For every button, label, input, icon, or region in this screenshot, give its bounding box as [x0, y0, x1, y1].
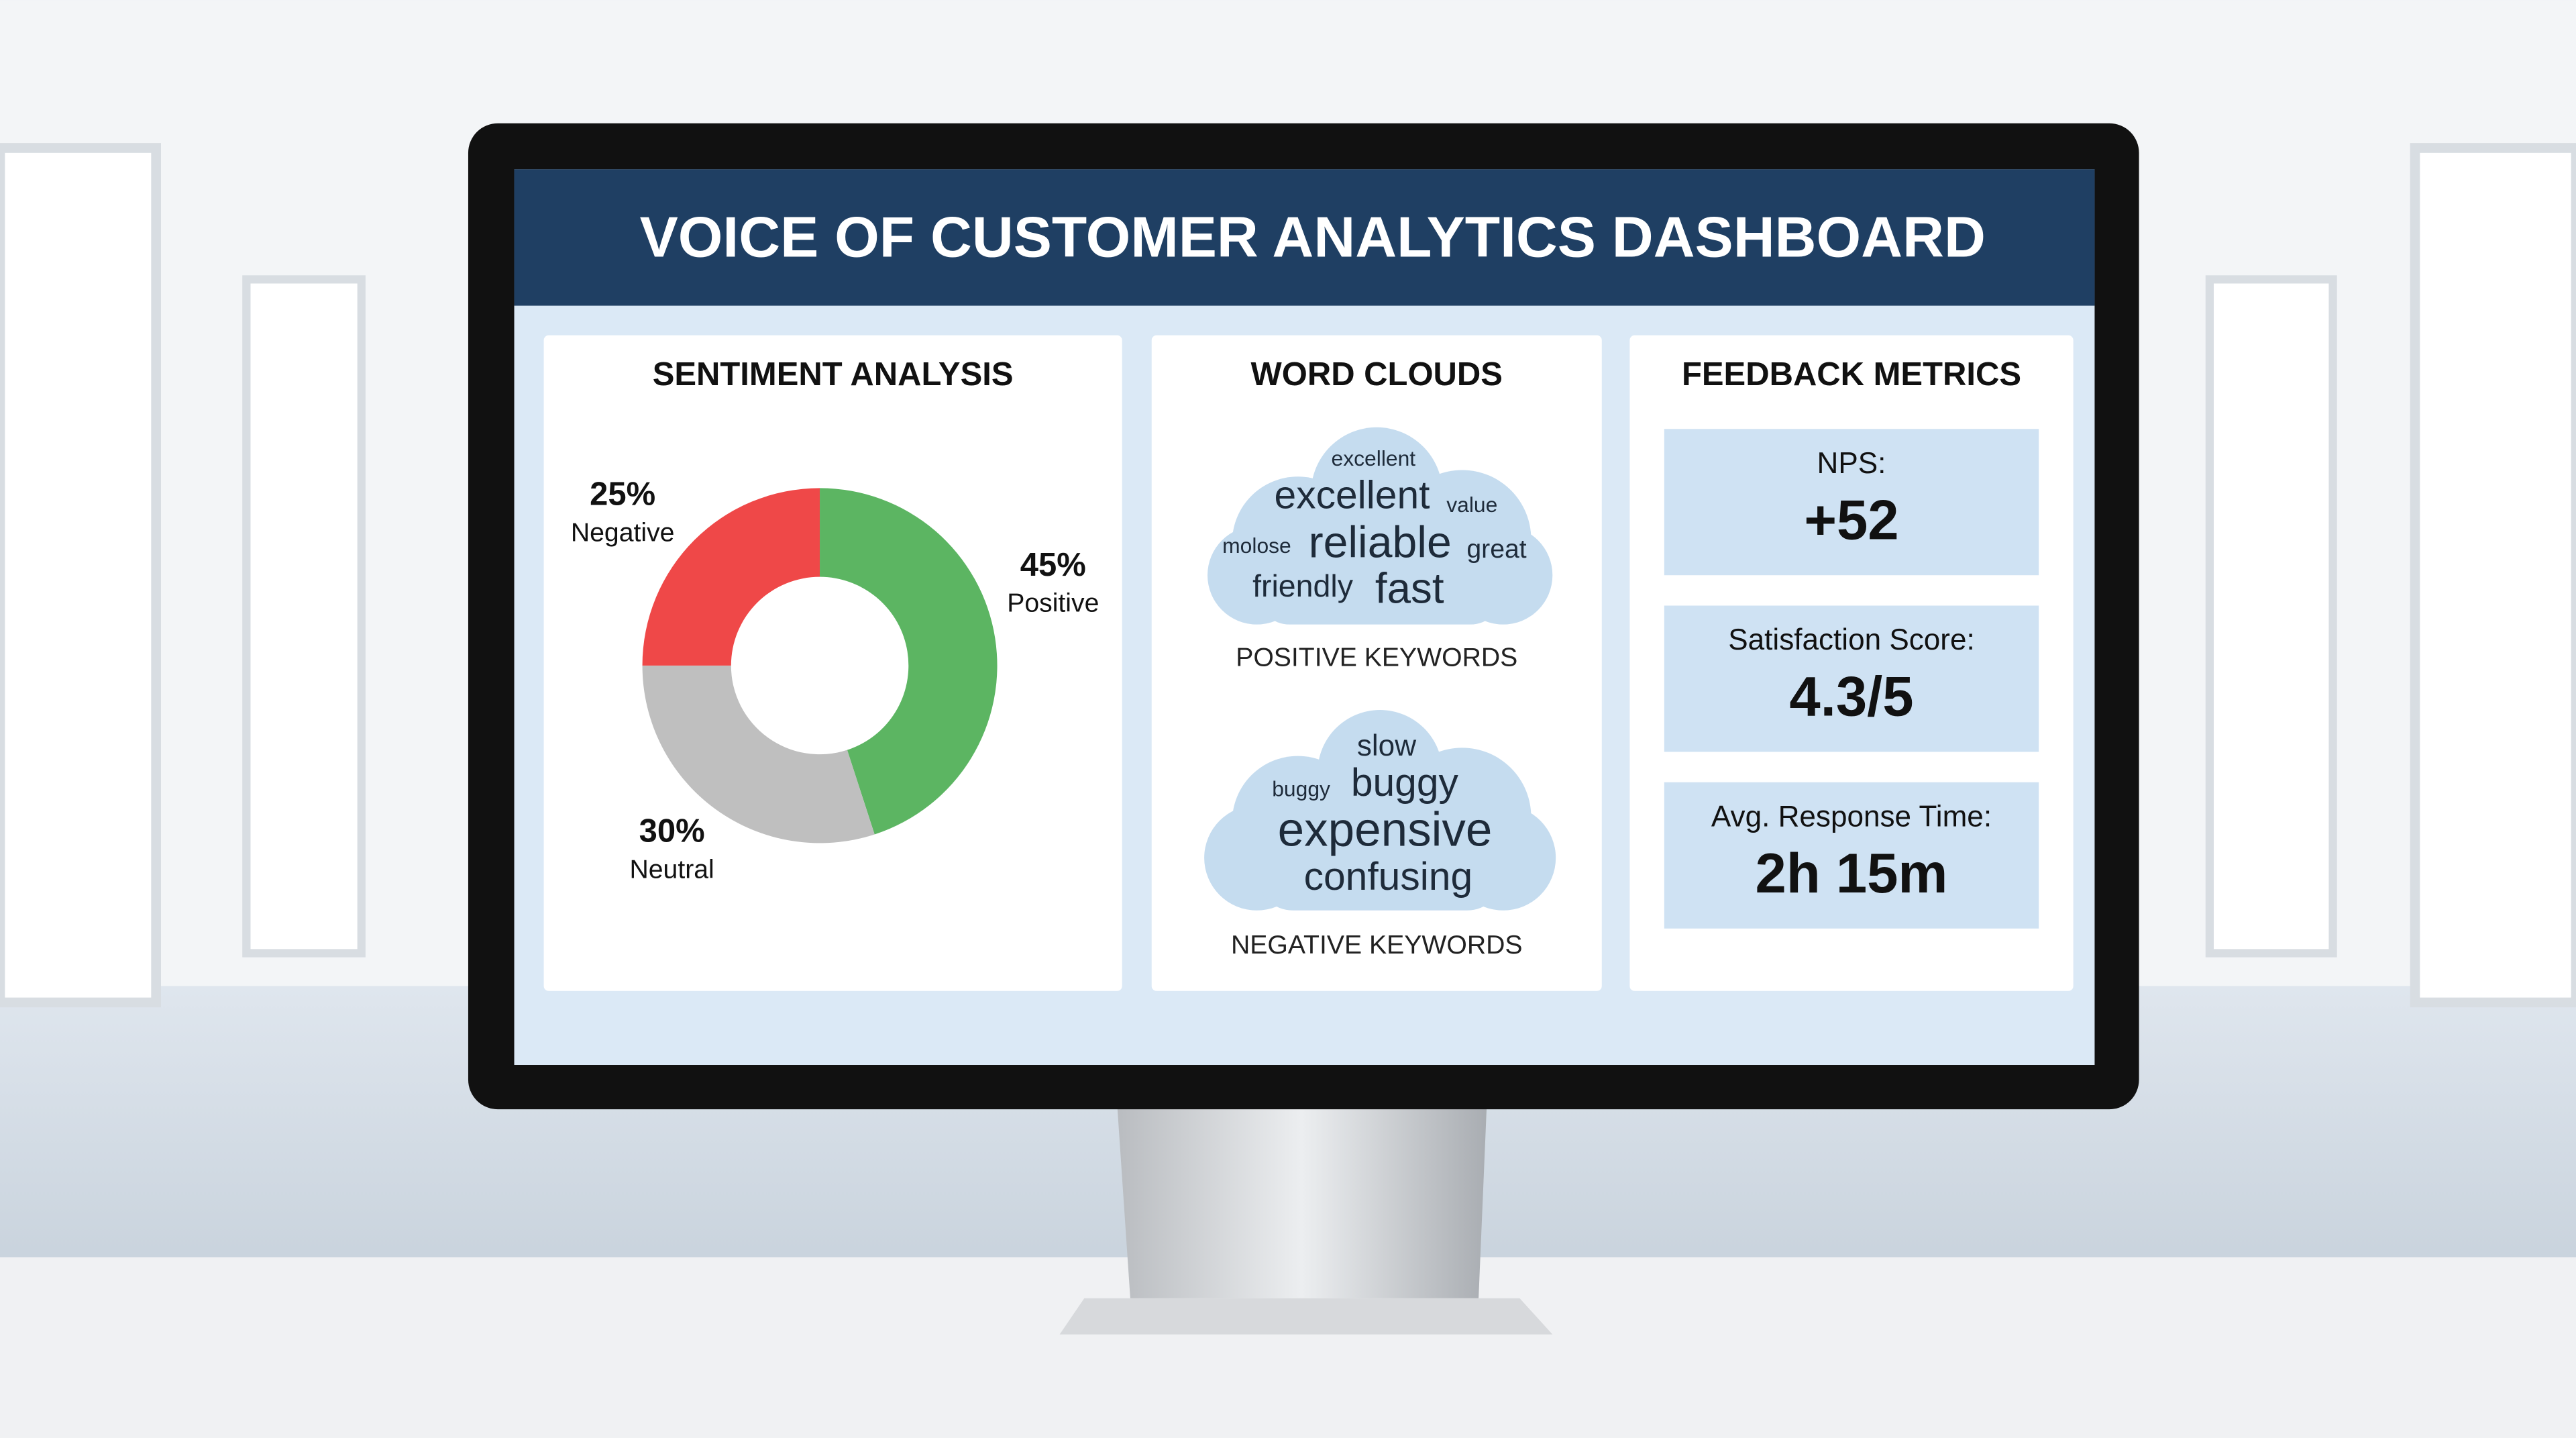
donut-slice: [642, 488, 820, 666]
cloud-word: excellent: [1275, 474, 1430, 517]
monitor-neck: [1117, 1104, 1487, 1298]
cloud-word: great: [1466, 535, 1526, 564]
slice-label: Negative: [571, 518, 675, 547]
cloud-word: expensive: [1278, 803, 1493, 856]
cloud-word: buggy: [1272, 776, 1330, 801]
cloud-label: NEGATIVE KEYWORDS: [1231, 931, 1523, 960]
cloud-word: fast: [1375, 565, 1444, 613]
slice-label: Neutral: [629, 855, 714, 884]
panel-title: WORD CLOUDS: [1251, 356, 1503, 393]
panel-title: SENTIMENT ANALYSIS: [653, 356, 1014, 393]
window: [2410, 143, 2576, 1008]
monitor-base: [1059, 1298, 1553, 1335]
metric-card: [1664, 782, 2039, 929]
window: [242, 275, 366, 958]
slice-percent: 45%: [1020, 547, 1086, 583]
donut-slice: [820, 488, 998, 835]
dashboard-title: VOICE OF CUSTOMER ANALYTICS DASHBOARD: [640, 205, 1986, 270]
panel: [543, 335, 1122, 991]
cloud-label: POSITIVE KEYWORDS: [1236, 643, 1517, 672]
metric-value: 2h 15m: [1756, 842, 1948, 905]
cloud-word: friendly: [1252, 568, 1354, 603]
metric-value: +52: [1804, 489, 1898, 551]
cloud-word: confusing: [1304, 855, 1473, 898]
cloud-word: molose: [1222, 533, 1291, 558]
cloud-word: excellent: [1332, 446, 1416, 470]
metric-label: Satisfaction Score:: [1728, 623, 1975, 656]
slice-percent: 30%: [639, 813, 705, 850]
cloud-word: slow: [1357, 729, 1416, 762]
slice-percent: 25%: [590, 476, 655, 513]
metric-value: 4.3/5: [1789, 666, 1913, 728]
donut-slice: [642, 665, 875, 843]
cloud: [1208, 427, 1553, 625]
metric-label: Avg. Response Time:: [1711, 800, 1992, 833]
panel-title: FEEDBACK METRICS: [1682, 356, 2021, 393]
cloud-word: reliable: [1309, 518, 1452, 568]
window: [2205, 275, 2337, 958]
slice-label: Positive: [1007, 589, 1099, 618]
metric-card: [1664, 429, 2039, 576]
header-bar: [514, 169, 2095, 306]
cloud-word: buggy: [1351, 761, 1459, 805]
metric-card: [1664, 605, 2039, 752]
cloud: [1204, 710, 1556, 911]
metric-label: NPS:: [1817, 447, 1886, 480]
window: [0, 143, 161, 1008]
cloud-word: value: [1446, 493, 1497, 517]
